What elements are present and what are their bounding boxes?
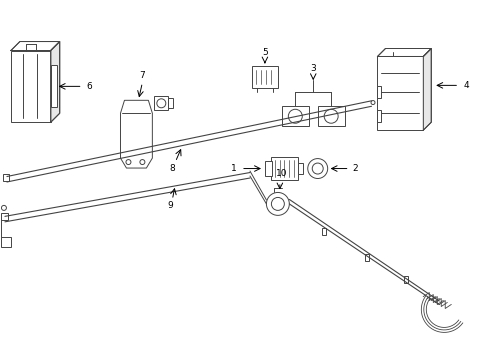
Bar — [11, 50, 51, 122]
Polygon shape — [377, 49, 431, 57]
Text: 10: 10 — [276, 169, 288, 178]
Circle shape — [271, 197, 284, 210]
Bar — [298, 163, 303, 174]
Text: 8: 8 — [170, 163, 175, 172]
Bar — [365, 254, 368, 261]
Circle shape — [312, 163, 323, 174]
Polygon shape — [121, 100, 152, 168]
Bar — [322, 228, 326, 235]
Bar — [318, 106, 344, 126]
Bar — [265, 161, 272, 176]
Circle shape — [126, 159, 131, 165]
Polygon shape — [11, 41, 60, 50]
Text: 9: 9 — [168, 201, 173, 210]
Text: 2: 2 — [353, 164, 358, 173]
Bar — [154, 96, 168, 110]
Bar — [377, 110, 382, 122]
Circle shape — [140, 159, 145, 165]
Bar — [3, 174, 9, 181]
Text: 5: 5 — [262, 49, 268, 58]
Polygon shape — [423, 49, 431, 130]
Text: 1: 1 — [231, 164, 237, 173]
Bar — [404, 276, 408, 283]
Circle shape — [371, 100, 375, 104]
Bar — [1, 237, 11, 247]
Bar — [282, 106, 309, 126]
Circle shape — [288, 109, 302, 123]
Bar — [377, 57, 423, 130]
Bar — [51, 66, 57, 107]
Circle shape — [157, 99, 166, 108]
Text: 7: 7 — [140, 71, 145, 80]
Circle shape — [308, 159, 328, 179]
Text: 6: 6 — [87, 82, 93, 91]
Bar — [271, 157, 298, 180]
Circle shape — [324, 109, 338, 123]
Circle shape — [1, 206, 6, 210]
Circle shape — [267, 193, 289, 215]
Bar — [168, 98, 173, 108]
Text: 3: 3 — [310, 64, 316, 73]
Bar — [252, 67, 278, 88]
Bar — [1, 213, 8, 220]
Bar — [377, 86, 382, 98]
Text: 4: 4 — [464, 81, 469, 90]
Polygon shape — [51, 41, 60, 122]
